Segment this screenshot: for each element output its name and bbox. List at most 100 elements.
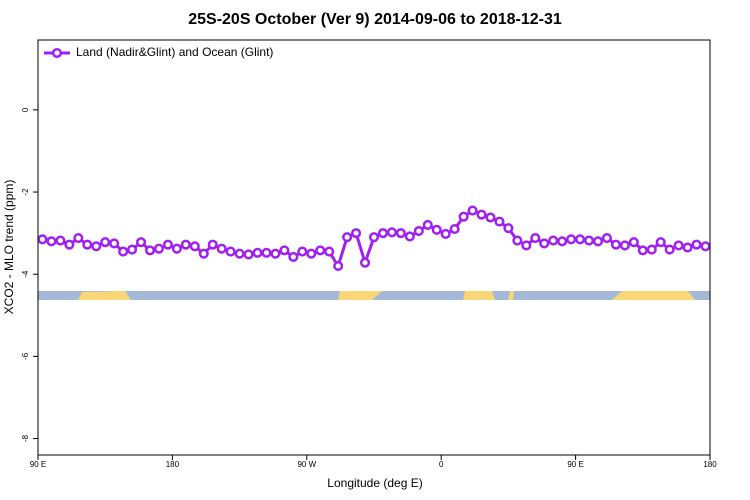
point — [225, 246, 236, 257]
point — [700, 241, 711, 252]
point — [485, 212, 496, 223]
point — [270, 248, 281, 259]
point — [315, 245, 326, 256]
y-tick-label: 0 — [21, 107, 30, 112]
legend-marker — [51, 47, 63, 59]
point — [664, 244, 675, 255]
point — [422, 219, 433, 230]
y-tick-label: -6 — [21, 352, 30, 360]
point — [243, 249, 254, 260]
point — [601, 232, 613, 244]
point — [655, 237, 666, 248]
point — [297, 246, 308, 257]
point — [279, 245, 290, 256]
point — [189, 241, 200, 252]
point — [619, 240, 630, 251]
x-tick-label: 90 E — [567, 460, 583, 469]
point — [73, 232, 84, 244]
point — [324, 246, 335, 257]
point — [467, 205, 478, 216]
point — [566, 234, 577, 245]
point — [252, 247, 263, 258]
point — [216, 243, 227, 254]
point — [575, 234, 586, 245]
point — [583, 235, 595, 246]
point — [127, 244, 138, 255]
land — [508, 291, 514, 300]
point — [109, 238, 120, 249]
land — [338, 291, 382, 300]
point — [494, 216, 505, 227]
land — [612, 291, 695, 300]
point — [386, 227, 397, 238]
point — [171, 243, 182, 254]
x-tick-label: 90 W — [297, 460, 316, 469]
point — [333, 260, 344, 272]
point — [359, 257, 371, 268]
land — [78, 291, 131, 300]
point — [539, 238, 550, 249]
y-tick-label: -4 — [21, 270, 30, 278]
plot-area — [37, 205, 711, 272]
legend-label: Land (Nadir&Glint) and Ocean (Glint) — [76, 45, 273, 59]
point — [646, 244, 657, 255]
x-axis-label: Longitude (deg E) — [327, 476, 422, 490]
point — [395, 228, 406, 239]
point — [440, 228, 451, 239]
chart-title: 25S-20S October (Ver 9) 2014-09-06 to 20… — [188, 11, 562, 28]
point — [449, 223, 460, 235]
point — [413, 226, 424, 237]
point — [530, 232, 541, 244]
point — [55, 235, 66, 246]
point — [342, 232, 353, 243]
point — [306, 248, 317, 259]
point — [46, 236, 57, 247]
point — [548, 235, 559, 246]
point — [234, 248, 245, 259]
point — [673, 240, 684, 251]
point — [91, 241, 102, 252]
point — [162, 239, 173, 250]
plot-frame — [37, 39, 711, 456]
point — [288, 251, 299, 263]
point — [682, 242, 693, 253]
point — [37, 234, 48, 245]
point — [198, 248, 209, 259]
point — [521, 240, 532, 251]
point — [118, 246, 129, 257]
point — [610, 239, 621, 250]
point — [351, 228, 362, 239]
point — [144, 245, 156, 256]
x-tick-label: 180 — [703, 460, 717, 469]
point — [637, 245, 648, 256]
point — [628, 237, 639, 248]
x-tick-label: 0 — [439, 460, 444, 469]
point — [82, 239, 93, 250]
point — [691, 239, 702, 250]
point — [476, 209, 487, 220]
point — [512, 235, 523, 246]
point — [557, 236, 568, 247]
y-axis-label: XCO2 - MLO trend (ppm) — [2, 180, 16, 315]
land-ocean-strip — [38, 291, 710, 300]
x-tick-label: 180 — [166, 460, 180, 469]
point — [503, 223, 514, 234]
land — [463, 291, 495, 300]
point — [180, 239, 191, 250]
point — [64, 239, 75, 250]
x-tick-label: 90 E — [30, 460, 46, 469]
point — [153, 243, 165, 254]
point — [100, 237, 111, 248]
point — [207, 239, 218, 250]
point — [431, 224, 442, 235]
point — [377, 228, 389, 239]
y-tick-label: -2 — [21, 188, 30, 196]
y-tick-label: -8 — [21, 434, 30, 442]
point — [368, 232, 380, 243]
point — [404, 231, 415, 242]
point — [135, 237, 147, 248]
point — [592, 236, 604, 247]
point — [261, 247, 272, 258]
